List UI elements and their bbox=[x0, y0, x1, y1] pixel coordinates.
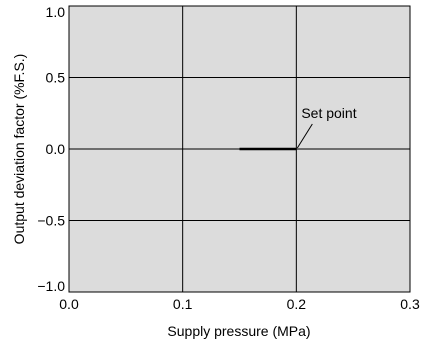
annotation-leader-line bbox=[296, 123, 313, 149]
y-tick-label: −0.5 bbox=[37, 213, 65, 229]
annotation-label: Set point bbox=[301, 105, 356, 121]
x-tick-label: 0.3 bbox=[400, 296, 420, 312]
x-axis-label: Supply pressure (MPa) bbox=[167, 323, 310, 339]
x-tick-label: 0.1 bbox=[173, 296, 193, 312]
annotations: Set point bbox=[296, 105, 357, 149]
plot-frame bbox=[68, 5, 411, 293]
y-tick-label: 0.0 bbox=[46, 141, 66, 157]
tick-labels: 0.0 0.1 0.2 0.3 −1.0 −0.5 0.0 0.5 1.0 bbox=[37, 4, 420, 312]
y-tick-label: 1.0 bbox=[46, 4, 66, 20]
y-tick-label: 0.5 bbox=[46, 70, 66, 86]
y-tick-label: −1.0 bbox=[37, 278, 65, 294]
x-tick-label: 0.2 bbox=[287, 296, 307, 312]
y-axis-label: Output deviation factor (%F.S.) bbox=[11, 54, 27, 245]
x-tick-label: 0.0 bbox=[59, 296, 79, 312]
